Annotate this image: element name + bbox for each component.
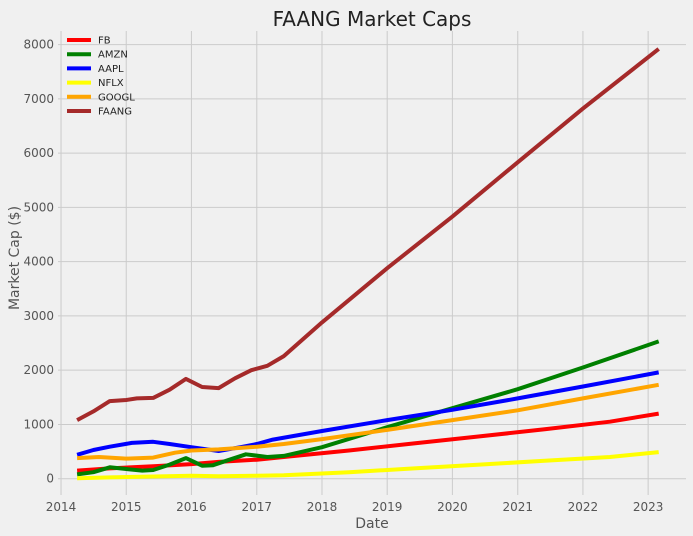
y-tick-label: 0 bbox=[46, 472, 54, 486]
y-tick-label: 5000 bbox=[23, 200, 54, 214]
x-tick-label: 2017 bbox=[242, 500, 273, 514]
legend-label-faang: FAANG bbox=[98, 107, 132, 118]
y-tick-label: 8000 bbox=[23, 38, 54, 52]
x-tick-label: 2023 bbox=[633, 500, 664, 514]
y-tick-label: 7000 bbox=[23, 92, 54, 106]
series-line-faang bbox=[76, 47, 660, 422]
y-axis-title: Market Cap ($) bbox=[7, 206, 23, 310]
legend: FB AMZN AAPL NFLX GOOGL FAANG bbox=[67, 36, 135, 118]
y-tick-label: 1000 bbox=[23, 417, 54, 431]
legend-label-nflx: NFLX bbox=[98, 78, 124, 89]
x-tick-label: 2014 bbox=[46, 500, 77, 514]
x-axis-title: Date bbox=[355, 516, 388, 532]
y-tick-label: 4000 bbox=[23, 255, 54, 269]
x-tick-label: 2019 bbox=[372, 500, 403, 514]
series-lines bbox=[76, 47, 660, 481]
legend-label-amzn: AMZN bbox=[98, 50, 128, 61]
legend-label-aapl: AAPL bbox=[98, 64, 124, 75]
y-tick-label: 2000 bbox=[23, 363, 54, 377]
x-tick-label: 2020 bbox=[437, 500, 468, 514]
x-tick-label: 2015 bbox=[111, 500, 142, 514]
x-tick-label: 2018 bbox=[307, 500, 338, 514]
legend-label-googl: GOOGL bbox=[98, 92, 135, 103]
series-line-nflx bbox=[77, 450, 659, 481]
x-tick-label: 2016 bbox=[176, 500, 207, 514]
x-tick-label: 2022 bbox=[568, 500, 599, 514]
legend-label-fb: FB bbox=[98, 36, 111, 47]
x-tick-label: 2021 bbox=[502, 500, 533, 514]
y-tick-label: 6000 bbox=[23, 146, 54, 160]
series-line-googl bbox=[76, 382, 660, 461]
y-tick-label: 3000 bbox=[23, 309, 54, 323]
chart-title: FAANG Market Caps bbox=[273, 7, 472, 31]
y-axis-ticks: 0 1000 2000 3000 4000 5000 6000 7000 8000 bbox=[23, 38, 54, 486]
x-axis-ticks: 2014 2015 2016 2017 2018 2019 2020 2021 2022 2023 bbox=[46, 500, 664, 514]
